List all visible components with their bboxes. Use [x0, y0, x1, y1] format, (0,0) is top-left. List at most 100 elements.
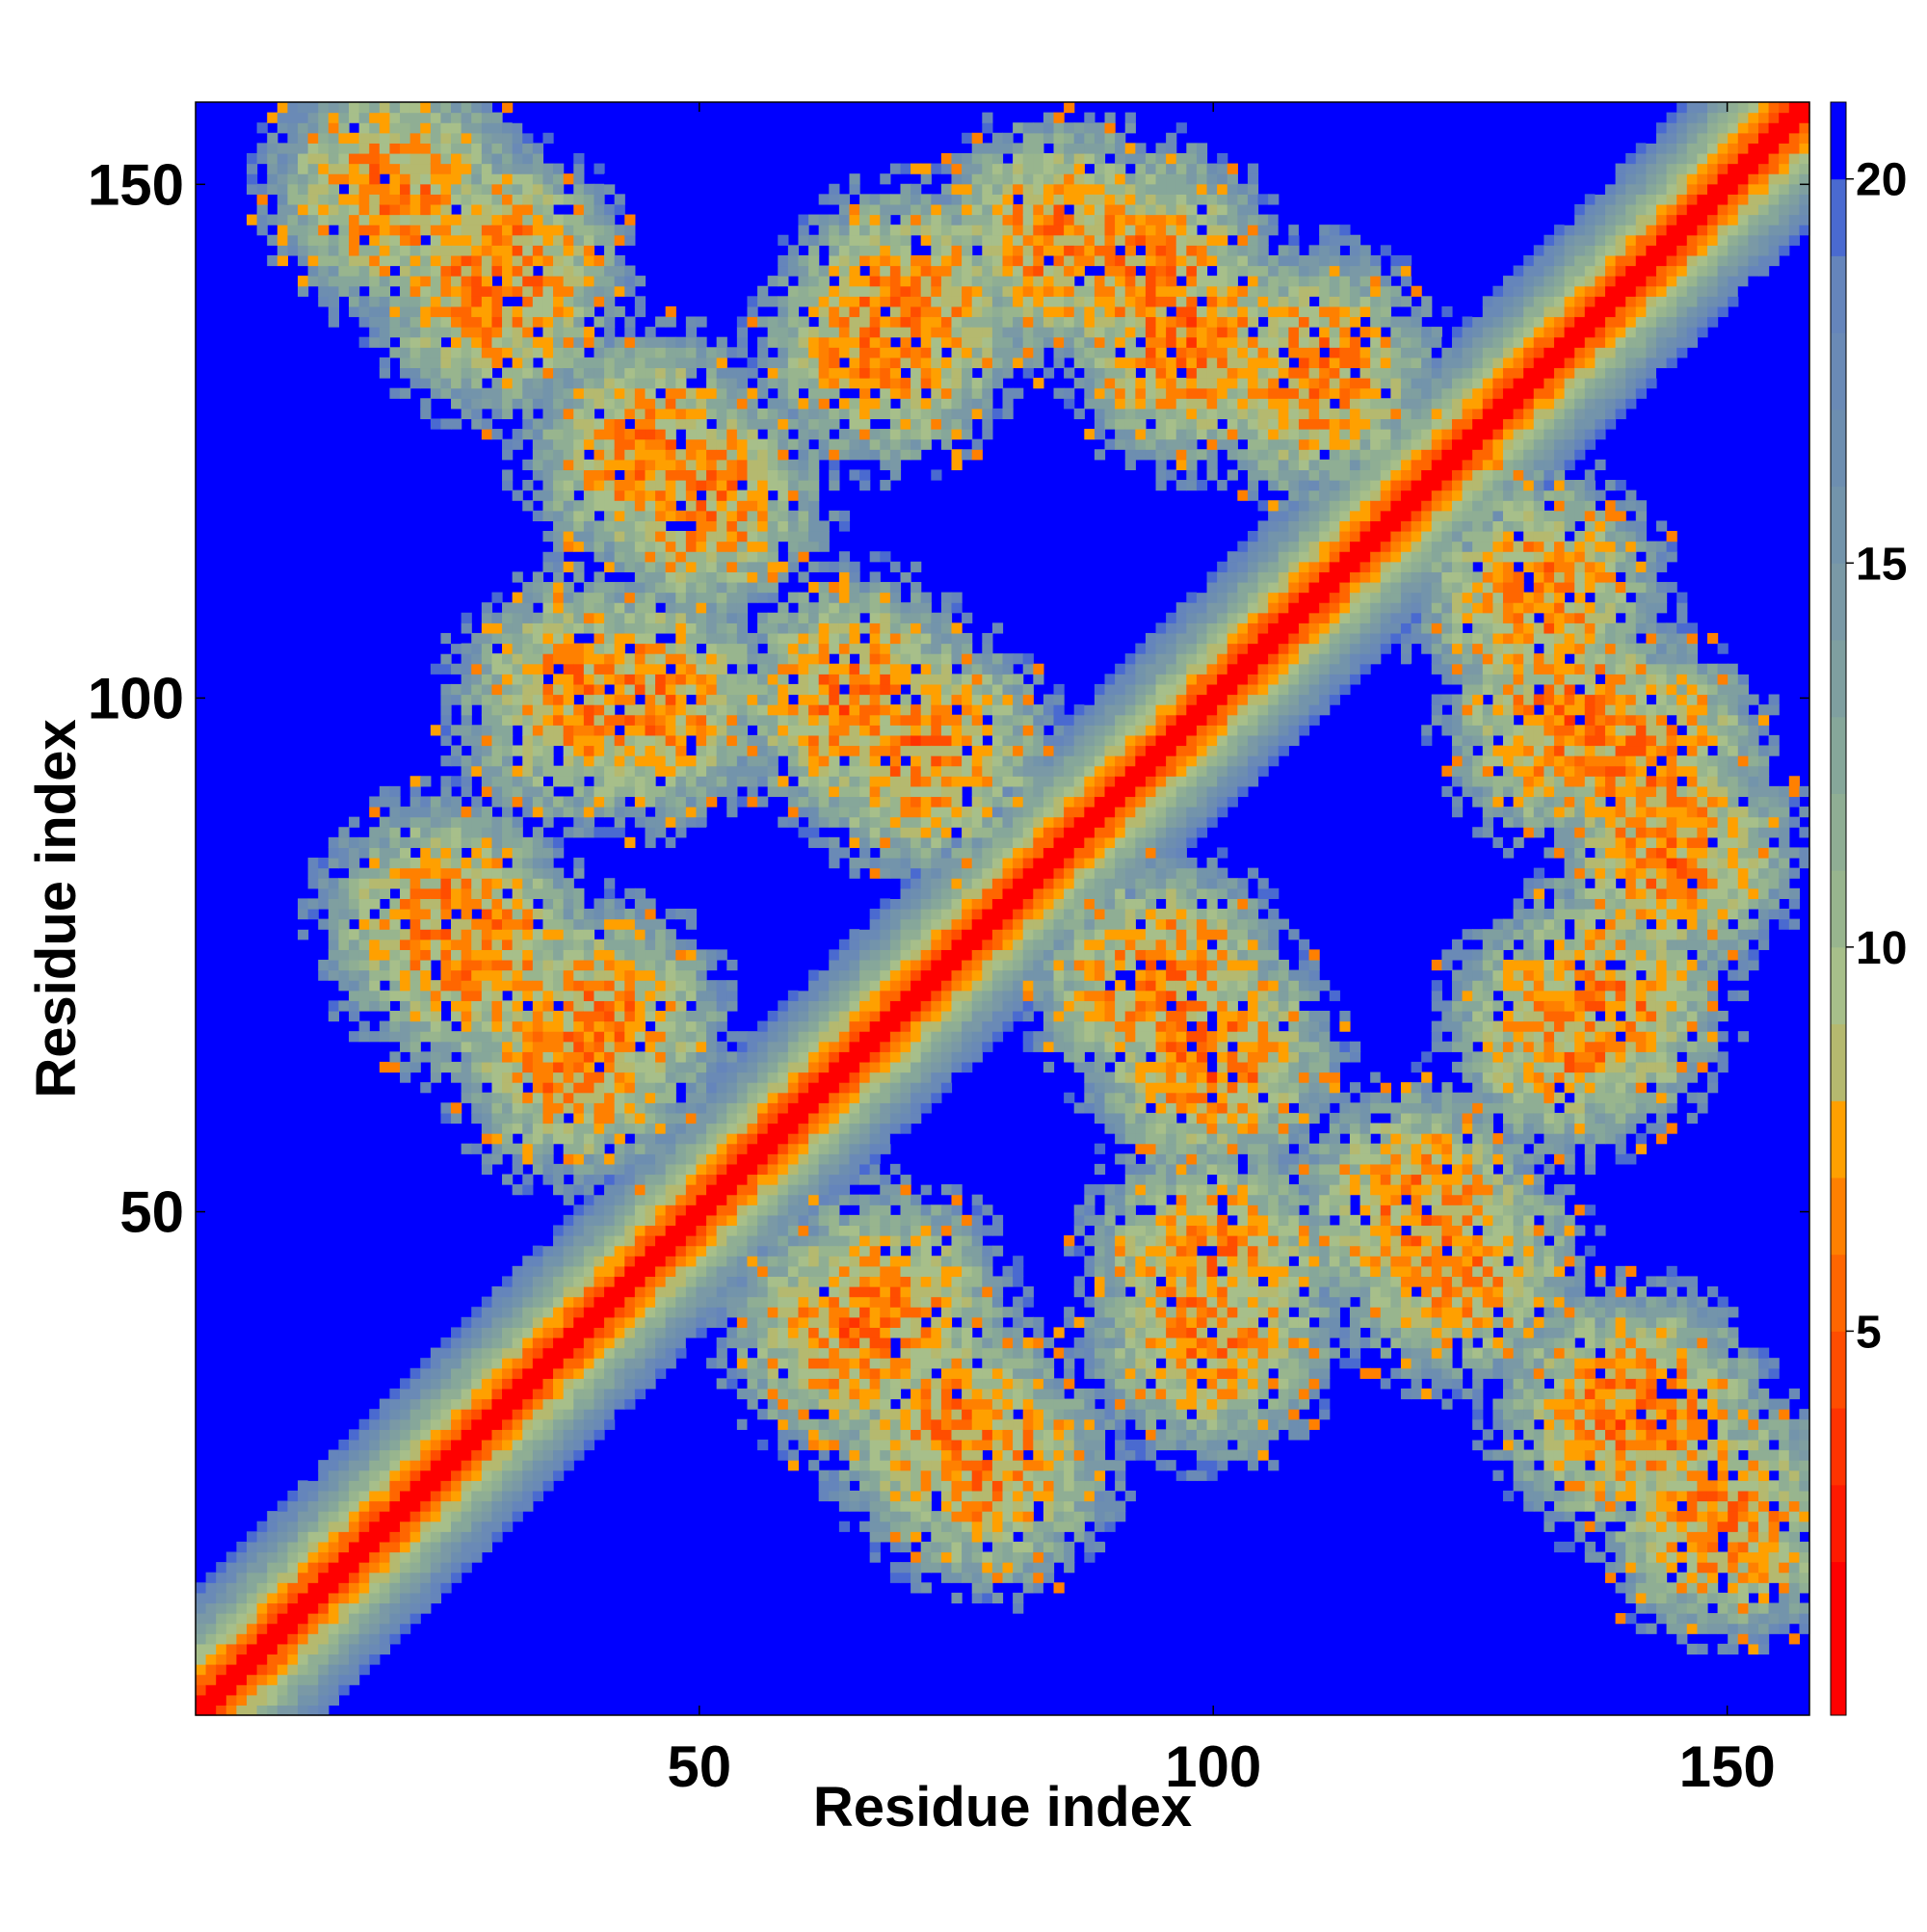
heatmap-cell: [604, 807, 616, 818]
heatmap-cell: [624, 1378, 636, 1389]
heatmap-cell: [471, 745, 483, 756]
heatmap-cell: [645, 816, 656, 828]
heatmap-cell: [829, 632, 840, 645]
heatmap-cell: [277, 214, 289, 225]
heatmap-cell: [440, 122, 452, 134]
heatmap-cell: [787, 1143, 800, 1154]
heatmap-cell: [594, 1398, 605, 1410]
heatmap-cell: [277, 122, 289, 134]
heatmap-cell: [196, 1674, 207, 1685]
heatmap-cell: [808, 1072, 820, 1083]
heatmap-cell: [542, 1123, 554, 1134]
heatmap-cell: [451, 663, 462, 675]
heatmap-cell: [624, 929, 636, 940]
heatmap-cell: [808, 612, 820, 623]
heatmap-cell: [369, 858, 381, 869]
heatmap-cell: [389, 1572, 401, 1583]
heatmap-cell: [675, 367, 687, 379]
heatmap-cell: [787, 245, 800, 256]
heatmap-cell: [798, 520, 809, 532]
heatmap-cell: [665, 1102, 676, 1114]
heatmap-cell: [787, 305, 800, 318]
heatmap-cell: [818, 714, 830, 726]
heatmap-cell: [461, 316, 472, 328]
heatmap-cell: [798, 1256, 809, 1267]
heatmap-cell: [440, 1041, 452, 1052]
heatmap-cell: [512, 327, 523, 338]
heatmap-cell: [247, 1572, 258, 1583]
heatmap-cell: [655, 500, 667, 512]
heatmap-cell: [655, 367, 667, 379]
heatmap-cell: [655, 1041, 667, 1052]
heatmap-cell: [400, 909, 411, 920]
heatmap-cell: [318, 245, 330, 256]
heatmap-cell: [481, 1367, 493, 1379]
heatmap-cell: [553, 1031, 565, 1043]
heatmap-cell: [267, 1633, 278, 1645]
heatmap-cell: [389, 214, 401, 225]
heatmap-cell: [696, 745, 707, 756]
heatmap-cell: [818, 418, 830, 430]
heatmap-cell: [563, 1082, 574, 1094]
heatmap-cell: [604, 520, 616, 532]
heatmap-cell: [307, 225, 319, 236]
heatmap-cell: [298, 276, 309, 287]
heatmap-cell: [645, 367, 656, 379]
heatmap-cell: [614, 234, 625, 246]
heatmap-cell: [818, 1490, 830, 1502]
heatmap-cell: [287, 173, 299, 185]
heatmap-cell: [798, 1031, 809, 1043]
heatmap-cell: [440, 194, 452, 205]
heatmap-cell: [451, 1061, 462, 1073]
heatmap-cell: [512, 265, 523, 277]
heatmap-cell: [512, 878, 523, 889]
heatmap-cell: [307, 143, 319, 154]
heatmap-cell: [338, 276, 350, 287]
heatmap-cell: [420, 1429, 432, 1441]
heatmap-cell: [787, 1388, 800, 1400]
heatmap-cell: [512, 1439, 523, 1451]
heatmap-cell: [389, 1061, 401, 1073]
heatmap-cell: [594, 694, 605, 705]
heatmap-cell: [307, 245, 319, 256]
heatmap-cell: [757, 1041, 769, 1052]
heatmap-cell: [604, 1276, 616, 1287]
heatmap-cell: [400, 183, 411, 195]
heatmap-cell: [563, 327, 574, 338]
heatmap-cell: [553, 336, 565, 348]
heatmap-cell: [522, 1010, 534, 1022]
heatmap-cell: [787, 1082, 800, 1094]
heatmap-cell: [604, 990, 616, 1001]
heatmap-cell: [655, 725, 667, 736]
heatmap-cell: [379, 827, 391, 838]
heatmap-cell: [430, 980, 442, 992]
heatmap-cell: [277, 1613, 289, 1625]
heatmap-cell: [767, 1153, 779, 1165]
heatmap-cell: [583, 714, 595, 726]
heatmap-cell: [829, 1082, 840, 1094]
heatmap-cell: [491, 112, 503, 123]
heatmap-cell: [634, 622, 647, 634]
heatmap-cell: [716, 1041, 727, 1052]
heatmap-cell: [787, 1245, 800, 1257]
heatmap-cell: [594, 1225, 605, 1236]
heatmap-cell: [451, 1490, 462, 1502]
heatmap-cell: [430, 1347, 442, 1359]
heatmap-cell: [358, 990, 370, 1001]
heatmap-cell: [685, 1256, 698, 1267]
heatmap-cell: [696, 725, 707, 736]
heatmap-cell: [614, 755, 625, 767]
heatmap-cell: [379, 847, 391, 859]
heatmap-cell: [829, 449, 840, 461]
heatmap-cell: [440, 1367, 452, 1379]
heatmap-cell: [512, 1265, 523, 1278]
heatmap-cell: [706, 1358, 718, 1369]
heatmap-cell: [491, 1112, 503, 1125]
heatmap-cell: [451, 1347, 462, 1359]
heatmap-cell: [778, 643, 789, 654]
heatmap-cell: [461, 265, 472, 277]
heatmap-cell: [512, 316, 523, 328]
heatmap-cell: [553, 429, 565, 440]
heatmap-cell: [696, 336, 707, 348]
heatmap-cell: [747, 438, 758, 450]
